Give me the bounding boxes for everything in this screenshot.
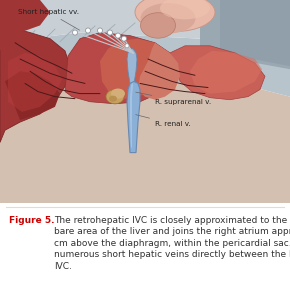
Circle shape: [72, 30, 77, 35]
Polygon shape: [127, 49, 137, 84]
Text: R. suprarenal v.: R. suprarenal v.: [136, 92, 211, 105]
Ellipse shape: [140, 13, 175, 38]
Polygon shape: [170, 46, 265, 100]
Circle shape: [115, 33, 121, 38]
Polygon shape: [8, 53, 62, 112]
Polygon shape: [65, 32, 175, 104]
Ellipse shape: [135, 0, 215, 32]
Polygon shape: [5, 71, 60, 120]
Polygon shape: [190, 51, 262, 94]
Polygon shape: [0, 0, 50, 51]
Polygon shape: [0, 28, 70, 142]
Text: The retrohepatic IVC is closely approximated to the
bare area of the liver and j: The retrohepatic IVC is closely approxim…: [54, 216, 290, 271]
Ellipse shape: [111, 88, 125, 99]
Circle shape: [108, 30, 113, 35]
Polygon shape: [0, 0, 290, 53]
Ellipse shape: [160, 0, 210, 19]
Polygon shape: [0, 81, 290, 203]
Polygon shape: [220, 0, 290, 66]
Circle shape: [122, 36, 126, 41]
Ellipse shape: [109, 96, 117, 102]
Text: Figure 5.: Figure 5.: [9, 216, 54, 225]
Circle shape: [97, 28, 102, 33]
Polygon shape: [100, 39, 172, 100]
Polygon shape: [138, 43, 180, 100]
Circle shape: [125, 44, 129, 48]
Ellipse shape: [140, 3, 195, 34]
Text: Short hepatic vv.: Short hepatic vv.: [18, 9, 79, 30]
Text: R. renal v.: R. renal v.: [136, 115, 191, 127]
Polygon shape: [0, 32, 290, 97]
Circle shape: [86, 28, 90, 33]
Polygon shape: [200, 0, 290, 69]
Polygon shape: [127, 81, 140, 153]
Polygon shape: [130, 82, 133, 147]
Ellipse shape: [106, 90, 124, 104]
